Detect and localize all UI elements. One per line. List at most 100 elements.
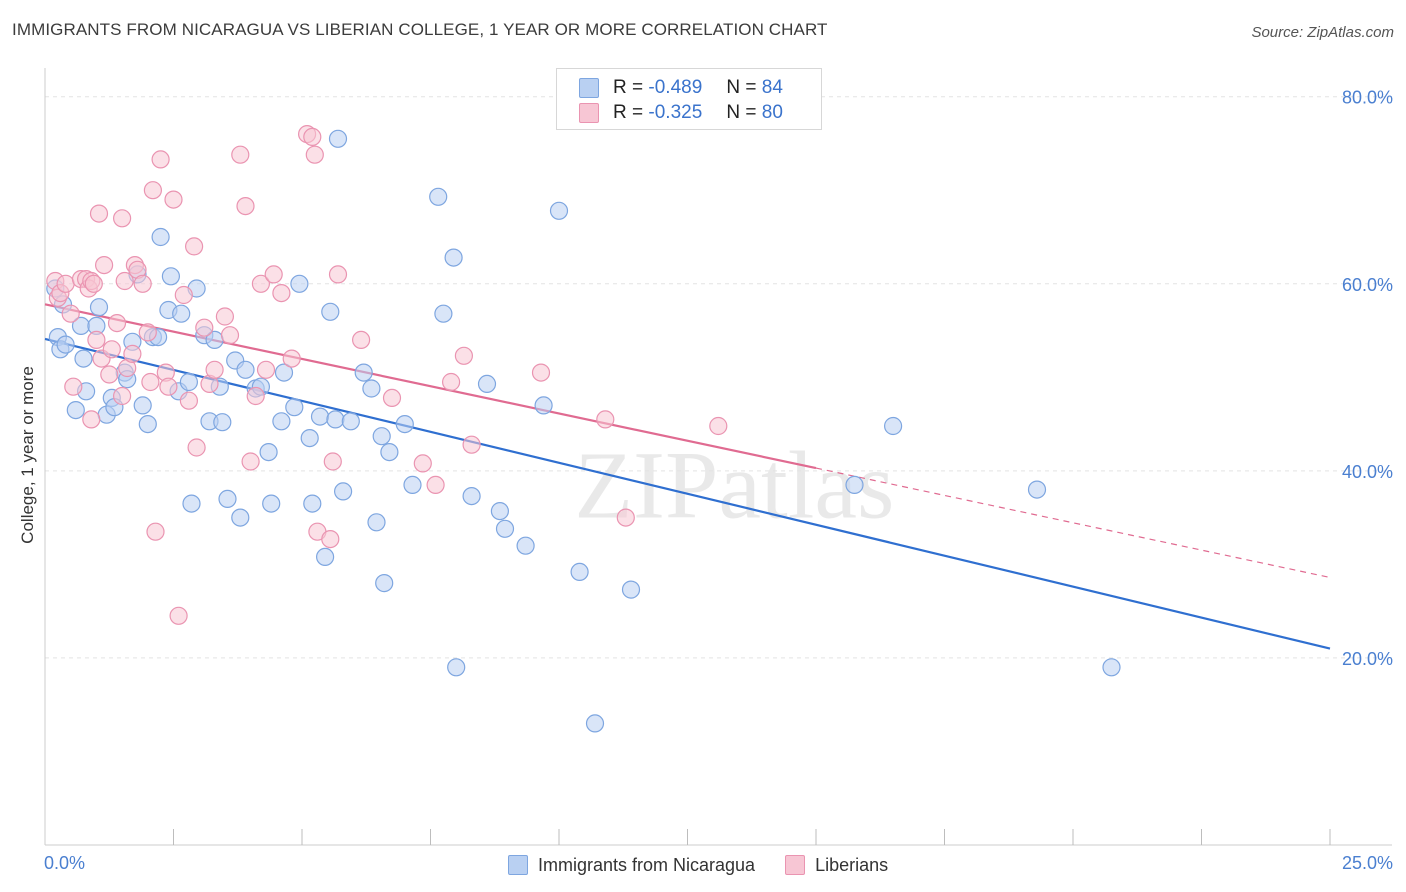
trend-line-liberians — [44, 303, 817, 470]
point-nicaragua — [429, 187, 448, 206]
point-liberians — [241, 452, 260, 471]
point-liberians — [174, 285, 193, 305]
x-tick-labels: 0.0% 25.0% — [44, 853, 1393, 873]
point-nicaragua — [395, 415, 414, 434]
point-liberians — [89, 204, 109, 223]
legend-item-nicaragua: Immigrants from Nicaragua — [508, 855, 755, 876]
point-nicaragua — [447, 658, 466, 677]
point-liberians — [251, 274, 270, 293]
point-liberians — [102, 340, 121, 359]
legend-r-label: R = — [613, 102, 644, 123]
point-nicaragua — [380, 443, 399, 462]
legend-swatch-blue — [579, 78, 599, 98]
legend-row-liberians: R = -0.325 N = 80 — [579, 101, 783, 125]
point-nicaragua — [516, 536, 535, 555]
point-liberians — [138, 323, 157, 342]
point-liberians — [151, 150, 170, 169]
point-liberians — [141, 372, 160, 392]
point-liberians — [616, 508, 635, 527]
point-liberians — [272, 284, 291, 303]
point-liberians — [454, 346, 473, 365]
source-label: Source: ZipAtlas.com — [1251, 24, 1394, 41]
point-nicaragua — [231, 508, 250, 527]
point-nicaragua — [477, 374, 497, 393]
point-nicaragua — [362, 379, 381, 398]
point-liberians — [596, 410, 615, 429]
y-tick-label: 40.0% — [1342, 462, 1393, 482]
legend-n-label: N = — [726, 102, 757, 123]
point-nicaragua — [310, 407, 330, 426]
series-legend: Immigrants from Nicaragua Liberians — [508, 852, 918, 878]
point-nicaragua — [179, 372, 198, 392]
point-liberians — [179, 391, 198, 410]
point-liberians — [709, 416, 728, 436]
point-nicaragua — [218, 489, 237, 508]
point-nicaragua — [321, 302, 340, 321]
point-liberians — [256, 360, 276, 379]
point-liberians — [328, 265, 348, 284]
point-liberians — [321, 529, 340, 549]
point-liberians — [462, 435, 481, 454]
legend-item-liberians: Liberians — [785, 855, 888, 876]
point-nicaragua — [316, 547, 335, 567]
point-nicaragua — [272, 412, 291, 431]
x-tick-label: 0.0% — [44, 853, 85, 873]
point-liberians — [426, 475, 445, 494]
point-liberians — [146, 522, 165, 541]
point-liberians — [282, 349, 301, 368]
point-nicaragua — [285, 398, 304, 417]
point-nicaragua — [56, 335, 75, 354]
point-liberians — [220, 326, 240, 345]
point-nicaragua — [570, 562, 589, 582]
legend-row-nicaragua: R = -0.489 N = 84 — [579, 76, 783, 100]
point-nicaragua — [300, 429, 319, 448]
point-nicaragua — [1102, 658, 1121, 677]
point-liberians — [323, 452, 342, 471]
point-liberians — [264, 265, 283, 284]
point-liberians — [87, 330, 106, 349]
point-liberians — [187, 438, 206, 457]
point-nicaragua — [133, 396, 152, 415]
point-liberians — [164, 190, 183, 209]
point-nicaragua — [585, 714, 605, 733]
legend-swatch-pink — [579, 103, 599, 123]
chart-title: IMMIGRANTS FROM NICARAGUA VS LIBERIAN CO… — [12, 20, 828, 39]
legend-r-label: R = — [613, 77, 644, 98]
point-nicaragua — [161, 267, 180, 286]
point-nicaragua — [328, 129, 348, 148]
point-liberians — [64, 377, 83, 396]
point-nicaragua — [883, 416, 903, 436]
point-nicaragua — [1027, 480, 1047, 499]
point-nicaragua — [74, 349, 93, 368]
data-points — [46, 125, 1121, 733]
legend-n-label: N = — [726, 77, 757, 98]
legend-label-nicaragua: Immigrants from Nicaragua — [538, 854, 756, 875]
point-liberians — [143, 181, 162, 200]
point-liberians — [159, 377, 178, 396]
point-liberians — [100, 365, 119, 384]
point-nicaragua — [262, 494, 281, 513]
point-liberians — [112, 386, 132, 406]
point-nicaragua — [372, 427, 391, 446]
point-liberians — [531, 363, 551, 382]
point-liberians — [205, 360, 224, 379]
point-nicaragua — [259, 443, 278, 462]
point-liberians — [303, 127, 322, 146]
y-tick-label: 60.0% — [1342, 275, 1393, 295]
point-liberians — [215, 307, 234, 326]
point-nicaragua — [89, 298, 109, 317]
point-nicaragua — [621, 580, 641, 599]
point-liberians — [246, 386, 265, 406]
y-tick-label: 20.0% — [1342, 649, 1393, 669]
point-nicaragua — [403, 475, 422, 494]
point-nicaragua — [490, 502, 509, 521]
axes — [44, 68, 1392, 846]
point-nicaragua — [341, 412, 360, 431]
correlation-legend: R = -0.489 N = 84 R = -0.325 N = 80 — [556, 68, 822, 130]
point-liberians — [115, 271, 134, 291]
x-tick-label: 25.0% — [1342, 853, 1393, 873]
point-nicaragua — [334, 482, 353, 501]
point-liberians — [61, 304, 80, 323]
point-liberians — [84, 274, 103, 293]
